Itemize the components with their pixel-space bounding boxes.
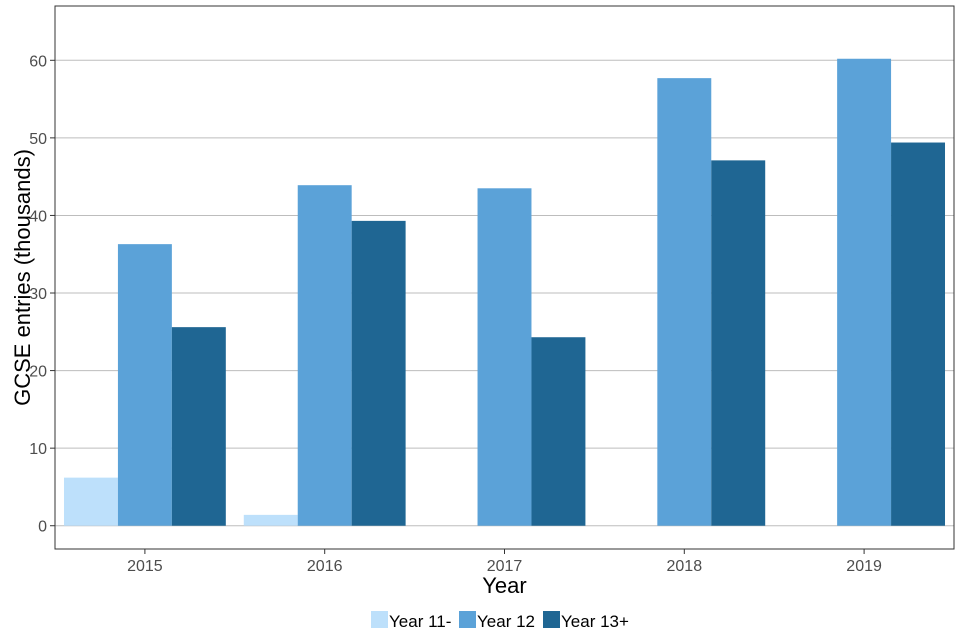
y-axis-title: GCSE entries (thousands): [10, 149, 35, 406]
x-axis-title: Year: [482, 573, 526, 598]
bar: [297, 185, 352, 526]
legend-label: Year 12: [477, 612, 535, 631]
bar: [891, 142, 946, 526]
y-tick-label: 20: [29, 364, 47, 381]
y-tick-label: 60: [29, 53, 47, 70]
x-tick-label: 2016: [307, 558, 343, 575]
legend-swatch: [371, 611, 388, 628]
bar: [711, 160, 766, 526]
x-tick-label: 2017: [487, 558, 523, 575]
bar: [117, 244, 172, 526]
y-tick-label: 0: [38, 519, 47, 536]
legend-swatch: [459, 611, 476, 628]
legend-swatch: [543, 611, 560, 628]
y-tick-label: 40: [29, 208, 47, 225]
bars: [63, 58, 946, 526]
bar: [63, 477, 118, 526]
bar: [351, 220, 406, 526]
bar: [657, 78, 712, 526]
x-tick-label: 2018: [667, 558, 703, 575]
x-axis-ticks: 2015 2016 2017 2018 2019: [127, 549, 882, 575]
y-tick-label: 50: [29, 131, 47, 148]
x-tick-label: 2015: [127, 558, 163, 575]
x-tick-label: 2019: [846, 558, 882, 575]
bar: [531, 337, 586, 526]
y-tick-label: 30: [29, 286, 47, 303]
y-tick-label: 10: [29, 441, 47, 458]
legend-label: Year 13+: [561, 612, 629, 631]
legend-label: Year 11-: [389, 612, 451, 631]
bar: [837, 58, 892, 526]
legend: Year 11- Year 12 Year 13+: [371, 611, 629, 631]
bar: [171, 327, 226, 526]
y-axis-ticks: 0 10 20 30 40 50 60: [29, 53, 55, 536]
bar: [243, 514, 298, 526]
bar: [477, 188, 532, 526]
